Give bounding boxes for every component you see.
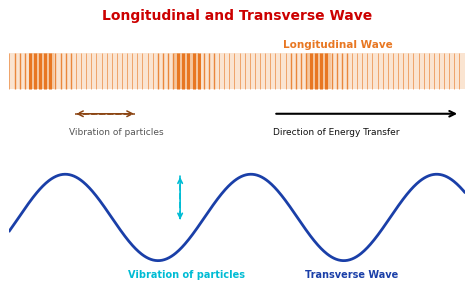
Bar (9, 53, 465, 89)
Text: Longitudinal Wave: Longitudinal Wave (283, 40, 392, 50)
Text: Vibration of particles: Vibration of particles (69, 128, 163, 137)
Text: Direction of Energy Transfer: Direction of Energy Transfer (273, 128, 400, 137)
Bar (174, 53, 200, 89)
Bar (29, 53, 54, 89)
Text: Transverse Wave: Transverse Wave (305, 270, 399, 280)
Bar (306, 53, 331, 89)
Text: Vibration of particles: Vibration of particles (128, 270, 245, 280)
Text: Longitudinal and Transverse Wave: Longitudinal and Transverse Wave (102, 9, 372, 23)
